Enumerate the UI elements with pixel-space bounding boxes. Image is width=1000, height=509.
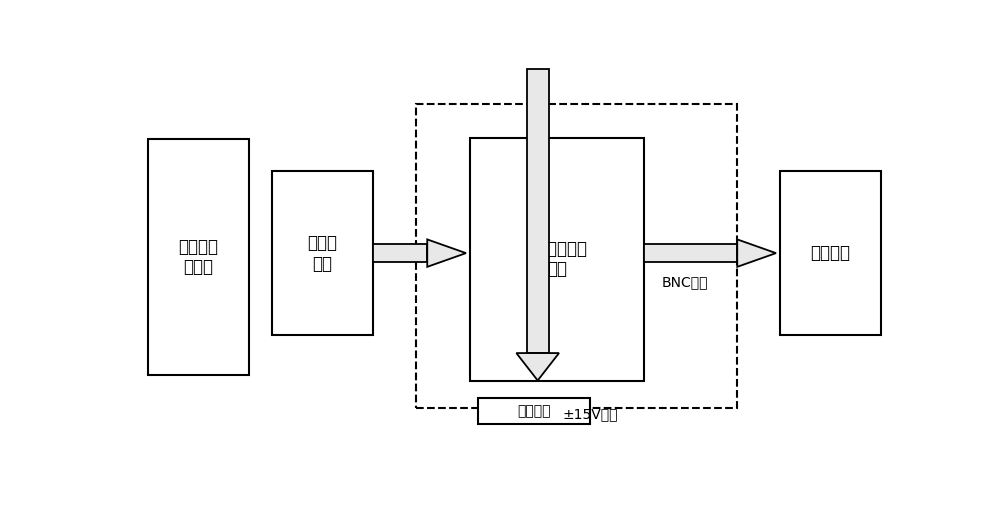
Bar — [416, 104, 737, 408]
Text: 档位按鈕: 档位按鈕 — [517, 404, 551, 418]
Polygon shape — [737, 239, 776, 267]
Text: ±15V供电: ±15V供电 — [563, 407, 618, 421]
Bar — [373, 244, 427, 262]
Text: 振动传
感器: 振动传 感器 — [308, 234, 338, 272]
Bar — [272, 171, 373, 335]
Bar — [470, 137, 644, 381]
Bar — [644, 244, 737, 262]
Bar — [148, 139, 249, 375]
Bar — [527, 69, 549, 353]
Text: 强振动传感器
电路: 强振动传感器 电路 — [527, 240, 587, 278]
Bar — [478, 398, 590, 423]
Polygon shape — [516, 353, 559, 381]
Polygon shape — [427, 239, 466, 267]
Text: 采集设备: 采集设备 — [810, 244, 850, 262]
Text: BNC接线: BNC接线 — [662, 275, 709, 290]
Text: 断路器操
动机构: 断路器操 动机构 — [179, 238, 219, 276]
Bar — [780, 171, 881, 335]
